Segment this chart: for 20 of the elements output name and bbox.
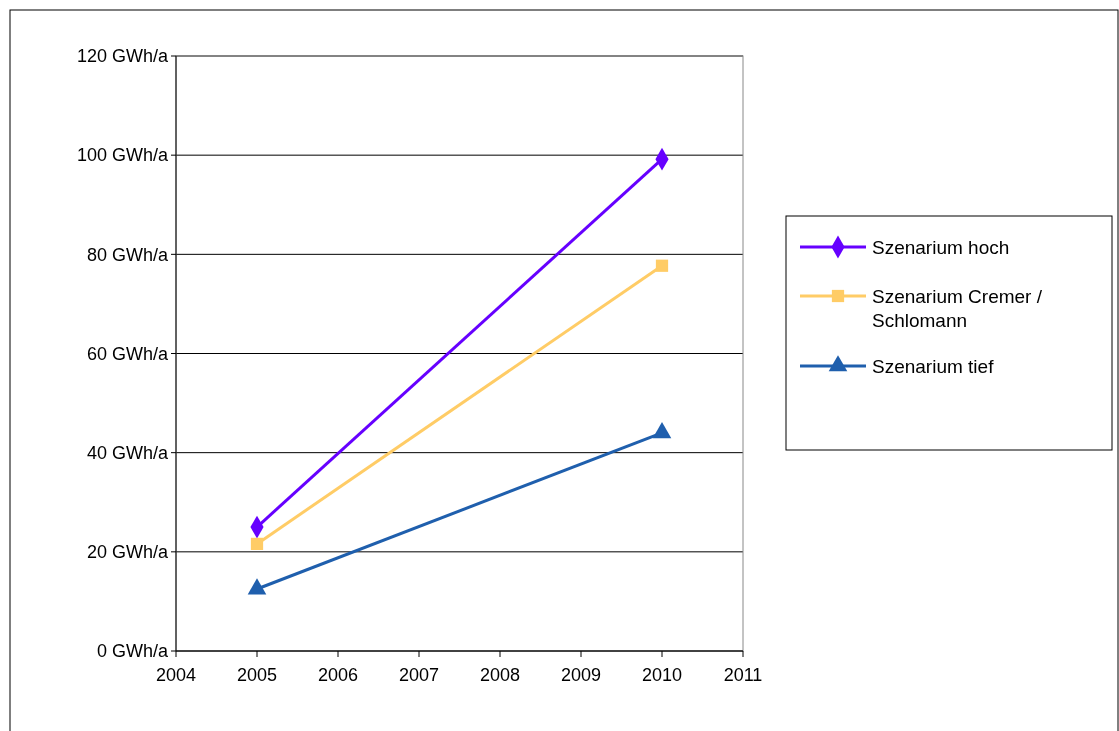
y-tick-label: 80 GWh/a bbox=[86, 244, 169, 265]
x-tick-label: 2007 bbox=[398, 665, 440, 685]
point bbox=[655, 259, 669, 272]
legend-label: Szenarium Cremer / Schlomann bbox=[872, 285, 1043, 331]
legend-label: Szenarium tief bbox=[872, 355, 995, 377]
y-tick-label: 100 GWh/a bbox=[76, 145, 169, 166]
x-tick-label: 2009 bbox=[560, 665, 602, 685]
x-tick-label: 2011 bbox=[723, 665, 763, 685]
x-tick-label: 2004 bbox=[155, 665, 197, 685]
point bbox=[250, 537, 264, 551]
x-tick-label: 2006 bbox=[317, 665, 359, 685]
y-tick-label: 120 GWh/a bbox=[76, 46, 169, 67]
x-tick-label: 2008 bbox=[479, 665, 521, 685]
y-tick-label: 20 GWh/a bbox=[86, 542, 169, 563]
y-tick-label: 60 GWh/a bbox=[86, 343, 169, 364]
x-tick-label: 2010 bbox=[641, 665, 683, 685]
x-tick-label: 2005 bbox=[236, 665, 278, 685]
y-tick-label: 0 GWh/a bbox=[96, 641, 169, 662]
legend-label: Szenarium hoch bbox=[872, 236, 1010, 258]
y-tick-label: 40 GWh/a bbox=[86, 442, 169, 463]
